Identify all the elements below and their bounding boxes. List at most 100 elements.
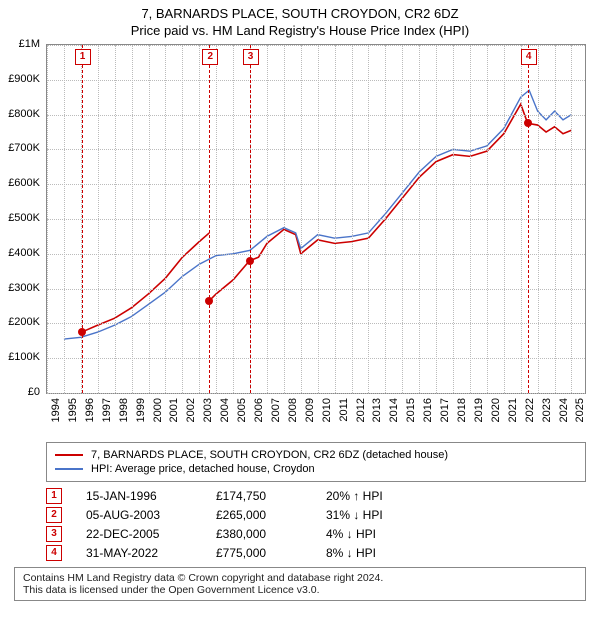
gridline-v xyxy=(504,45,505,393)
x-tick-label: 2023 xyxy=(541,398,553,422)
legend-swatch xyxy=(55,468,83,470)
x-tick-label: 2021 xyxy=(507,398,519,422)
event-number-box: 3 xyxy=(243,49,259,65)
x-tick-label: 2025 xyxy=(574,398,586,422)
x-tick-label: 2000 xyxy=(152,398,164,422)
y-tick-label: £700K xyxy=(8,142,40,154)
event-row-number: 2 xyxy=(46,507,62,523)
event-row-price: £775,000 xyxy=(216,546,326,560)
x-tick-label: 2014 xyxy=(388,398,400,422)
y-tick-label: £500K xyxy=(8,212,40,224)
y-tick-label: £400K xyxy=(8,247,40,259)
event-row-date: 31-MAY-2022 xyxy=(86,546,216,560)
gridline-v xyxy=(115,45,116,393)
y-tick-label: £800K xyxy=(8,108,40,120)
x-tick-label: 1998 xyxy=(118,398,130,422)
footer-box: Contains HM Land Registry data © Crown c… xyxy=(14,567,586,601)
gridline-v xyxy=(335,45,336,393)
y-tick-label: £1M xyxy=(19,38,40,50)
legend-swatch xyxy=(55,454,83,456)
x-tick-label: 2006 xyxy=(253,398,265,422)
event-dashed-line xyxy=(82,45,83,393)
series-line xyxy=(82,233,210,332)
events-table: 115-JAN-1996£174,75020% ↑ HPI205-AUG-200… xyxy=(46,488,586,561)
event-row: 322-DEC-2005£380,0004% ↓ HPI xyxy=(46,526,586,542)
gridline-v xyxy=(132,45,133,393)
gridline-v xyxy=(436,45,437,393)
gridline-v xyxy=(571,45,572,393)
footer-line1: Contains HM Land Registry data © Crown c… xyxy=(23,572,577,584)
y-axis-labels: £0£100K£200K£300K£400K£500K£600K£700K£80… xyxy=(0,44,44,394)
gridline-v xyxy=(385,45,386,393)
y-tick-label: £300K xyxy=(8,282,40,294)
y-tick-label: £200K xyxy=(8,316,40,328)
gridline-v xyxy=(64,45,65,393)
x-tick-label: 2012 xyxy=(355,398,367,422)
gridline-v xyxy=(165,45,166,393)
gridline-v xyxy=(453,45,454,393)
plot-area: 1234 xyxy=(46,44,586,394)
x-axis-labels: 1994199519961997199819992000200120022003… xyxy=(46,394,586,434)
event-row-pct: 20% ↑ HPI xyxy=(326,489,446,503)
x-tick-label: 2003 xyxy=(202,398,214,422)
event-marker xyxy=(524,119,532,127)
gridline-v xyxy=(301,45,302,393)
x-tick-label: 1994 xyxy=(50,398,62,422)
x-tick-label: 2017 xyxy=(439,398,451,422)
gridline-v xyxy=(470,45,471,393)
y-tick-label: £0 xyxy=(28,386,40,398)
event-row-number: 1 xyxy=(46,488,62,504)
x-tick-label: 2011 xyxy=(338,398,350,422)
gridline-v xyxy=(402,45,403,393)
legend-row: 7, BARNARDS PLACE, SOUTH CROYDON, CR2 6D… xyxy=(55,449,577,461)
event-row-pct: 31% ↓ HPI xyxy=(326,508,446,522)
gridline-v xyxy=(98,45,99,393)
gridline-v xyxy=(267,45,268,393)
chart-title-line1: 7, BARNARDS PLACE, SOUTH CROYDON, CR2 6D… xyxy=(0,6,600,21)
x-tick-label: 2016 xyxy=(422,398,434,422)
event-row-date: 15-JAN-1996 xyxy=(86,489,216,503)
event-row: 431-MAY-2022£775,0008% ↓ HPI xyxy=(46,545,586,561)
x-tick-label: 2015 xyxy=(405,398,417,422)
event-marker xyxy=(78,328,86,336)
footer-line2: This data is licensed under the Open Gov… xyxy=(23,584,577,596)
gridline-v xyxy=(233,45,234,393)
gridline-v xyxy=(419,45,420,393)
gridline-v xyxy=(199,45,200,393)
y-tick-label: £100K xyxy=(8,351,40,363)
gridline-v xyxy=(318,45,319,393)
event-number-box: 4 xyxy=(521,49,537,65)
x-tick-label: 2020 xyxy=(490,398,502,422)
x-tick-label: 2008 xyxy=(287,398,299,422)
event-row: 205-AUG-2003£265,00031% ↓ HPI xyxy=(46,507,586,523)
event-row-number: 3 xyxy=(46,526,62,542)
legend-box: 7, BARNARDS PLACE, SOUTH CROYDON, CR2 6D… xyxy=(46,442,586,482)
x-tick-label: 1996 xyxy=(84,398,96,422)
x-tick-label: 2005 xyxy=(236,398,248,422)
gridline-v xyxy=(487,45,488,393)
event-row-pct: 8% ↓ HPI xyxy=(326,546,446,560)
event-marker xyxy=(205,297,213,305)
event-marker xyxy=(246,257,254,265)
series-line xyxy=(528,123,572,133)
gridline-v xyxy=(555,45,556,393)
x-tick-label: 2009 xyxy=(304,398,316,422)
x-tick-label: 1999 xyxy=(135,398,147,422)
x-tick-label: 2019 xyxy=(473,398,485,422)
event-row-pct: 4% ↓ HPI xyxy=(326,527,446,541)
x-tick-label: 2001 xyxy=(168,398,180,422)
event-dashed-line xyxy=(528,45,529,393)
gridline-v xyxy=(368,45,369,393)
legend-label: 7, BARNARDS PLACE, SOUTH CROYDON, CR2 6D… xyxy=(91,449,448,461)
gridline-v xyxy=(538,45,539,393)
gridline-v xyxy=(284,45,285,393)
x-tick-label: 2013 xyxy=(371,398,383,422)
event-dashed-line xyxy=(250,45,251,393)
event-number-box: 1 xyxy=(75,49,91,65)
gridline-v xyxy=(216,45,217,393)
x-tick-label: 2002 xyxy=(185,398,197,422)
x-tick-label: 2018 xyxy=(456,398,468,422)
event-dashed-line xyxy=(209,45,210,393)
x-tick-label: 1995 xyxy=(67,398,79,422)
gridline-v xyxy=(149,45,150,393)
